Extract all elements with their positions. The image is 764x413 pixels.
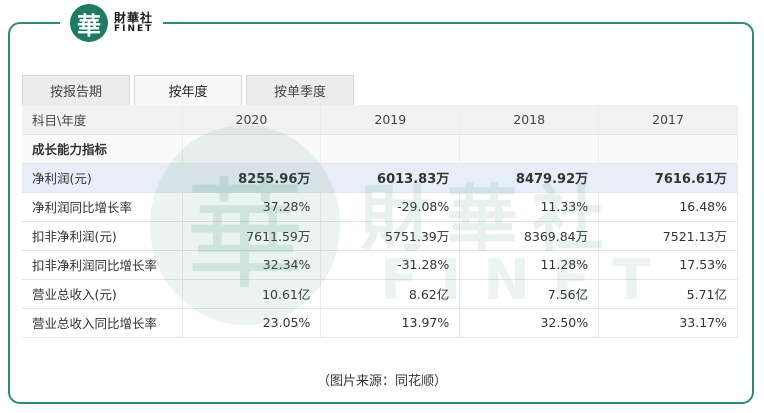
row-label: 营业总收入同比增长率 — [22, 308, 183, 338]
cell-value: 8479.92万 — [459, 163, 600, 193]
table-header-row: 科目\年度 2020 2019 2018 2017 — [22, 105, 738, 135]
tab-by-quarter[interactable]: 按单季度 — [246, 75, 354, 105]
brand-logo: 華 財華社 FINET — [60, 3, 164, 43]
row-label: 净利润同比增长率 — [22, 192, 183, 222]
table-row: 扣非净利润(元) 7611.59万 5751.39万 8369.84万 7521… — [22, 221, 738, 251]
table-row: 扣非净利润同比增长率 32.34% -31.28% 11.28% 17.53% — [22, 250, 738, 280]
cell-value: 7611.59万 — [182, 221, 322, 251]
cell-value: 23.05% — [182, 308, 322, 338]
cell-value: 33.17% — [598, 308, 738, 338]
logo-name-cn: 財華社 — [114, 10, 154, 25]
cell-value: -31.28% — [320, 250, 461, 280]
cell-value: 11.28% — [459, 250, 600, 280]
logo-text: 財華社 FINET — [114, 12, 153, 34]
cell-value: 8255.96万 — [182, 163, 322, 193]
cell-value: 6013.83万 — [320, 163, 461, 193]
period-tabs: 按报告期 按年度 按单季度 — [22, 75, 354, 105]
section-title: 成长能力指标 — [22, 134, 183, 164]
row-label: 扣非净利润(元) — [22, 221, 183, 251]
section-row: 成长能力指标 — [22, 134, 738, 164]
cell-value: 32.50% — [459, 308, 600, 338]
header-year: 2017 — [598, 105, 738, 135]
header-year: 2020 — [182, 105, 322, 135]
header-label: 科目\年度 — [22, 105, 183, 135]
cell-value: 7.56亿 — [459, 279, 600, 309]
cell-value: 17.53% — [598, 250, 738, 280]
row-label: 扣非净利润同比增长率 — [22, 250, 183, 280]
table-row: 净利润(元) 8255.96万 6013.83万 8479.92万 7616.6… — [22, 163, 738, 193]
table-row: 营业总收入同比增长率 23.05% 13.97% 32.50% 33.17% — [22, 308, 738, 338]
image-source-caption: （图片来源：同花顺） — [316, 374, 447, 389]
cell-value: 11.33% — [459, 192, 600, 222]
cell-value: 13.97% — [320, 308, 461, 338]
cell-value: -29.08% — [320, 192, 461, 222]
cell-value: 16.48% — [598, 192, 738, 222]
logo-name-en: FINET — [114, 23, 154, 34]
cell-value: 7616.61万 — [598, 163, 738, 193]
logo-mark-icon: 華 — [70, 4, 108, 42]
financial-table: 科目\年度 2020 2019 2018 2017 成长能力指标 净利润(元) … — [22, 105, 738, 338]
cell-value: 8.62亿 — [320, 279, 461, 309]
tab-by-report-period[interactable]: 按报告期 — [22, 75, 130, 105]
row-label: 营业总收入(元) — [22, 279, 183, 309]
header-year: 2019 — [320, 105, 461, 135]
cell-value: 7521.13万 — [598, 221, 738, 251]
table-row: 净利润同比增长率 37.28% -29.08% 11.33% 16.48% — [22, 192, 738, 222]
cell-value: 8369.84万 — [459, 221, 600, 251]
tab-by-year[interactable]: 按年度 — [134, 75, 242, 105]
row-label: 净利润(元) — [22, 163, 183, 193]
cell-value: 5751.39万 — [320, 221, 461, 251]
cell-value: 32.34% — [182, 250, 322, 280]
header-year: 2018 — [459, 105, 600, 135]
cell-value: 37.28% — [182, 192, 322, 222]
cell-value: 5.71亿 — [598, 279, 738, 309]
table-row: 营业总收入(元) 10.61亿 8.62亿 7.56亿 5.71亿 — [22, 279, 738, 309]
cell-value: 10.61亿 — [182, 279, 322, 309]
